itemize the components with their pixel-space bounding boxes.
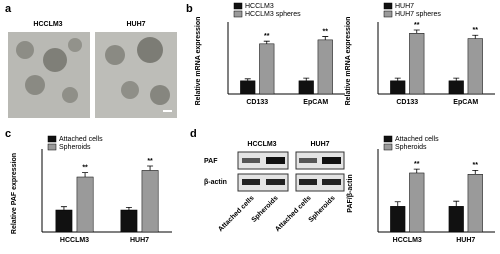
blot-group: HCCLM3 [247,141,276,148]
legend-swatch [233,10,243,18]
error-bar [413,29,420,34]
legend-swatch [233,2,243,10]
western-blot [237,151,345,192]
significance: ** [473,162,479,169]
bar [467,38,483,95]
legend-label: Attached cells [59,136,103,143]
error-bar [413,168,420,173]
x-tick-label: HCCLM3 [393,237,422,244]
x-tick-label: EpCAM [453,99,478,106]
significance: ** [414,22,420,29]
micrograph [95,32,177,118]
y-axis-label: Relative PAF expression [11,153,18,234]
error-bar [303,77,310,81]
error-bar [472,170,479,175]
lane-label: Attached cells [274,195,313,234]
error-bar [263,40,270,44]
legend-label: HCCLM3 [245,3,274,10]
blot-row: PAF [204,158,218,165]
error-bar [394,77,401,81]
significance: ** [147,158,153,165]
x-tick-label: HUH7 [456,237,475,244]
significance: ** [473,27,479,34]
legend-label: Spheroids [395,144,427,151]
panel-label: c [5,128,11,140]
error-bar [453,77,460,81]
bar [448,80,464,95]
y-axis-label: PAF/β-actin [347,174,354,212]
significance: ** [414,161,420,168]
bar [317,39,333,95]
y-axis-label: Relative mRNA expression [345,17,352,106]
bar [259,43,275,95]
error-bar [125,206,132,210]
bar [448,206,464,233]
legend-swatch [47,143,57,151]
error-bar [472,34,479,39]
bar [120,209,138,233]
x-tick-label: HCCLM3 [60,237,89,244]
bar [141,170,159,233]
blot-row: β-actin [204,179,227,186]
lane-label: Attached cells [217,195,256,234]
image-label: HUH7 [126,21,145,28]
panel-label: d [190,128,197,140]
legend-swatch [383,135,393,143]
x-tick-label: HUH7 [130,237,149,244]
significance: ** [264,33,270,40]
significance: ** [323,28,329,35]
micrograph [8,32,90,118]
blot-group: HUH7 [310,141,329,148]
x-tick-label: EpCAM [303,99,328,106]
bar [76,176,94,233]
panel-label: a [5,3,12,15]
image-label: HCCLM3 [33,21,62,28]
error-bar [82,172,89,177]
legend-swatch [383,2,393,10]
bar [390,80,406,95]
legend-label: HUH7 [395,3,414,10]
error-bar [60,206,67,210]
bar [467,174,483,233]
legend-label: Attached cells [395,136,439,143]
panel-label: b [186,3,193,15]
bar [409,172,425,233]
error-bar [147,165,154,171]
legend-label: HUH7 spheres [395,11,441,18]
error-bar [394,201,401,207]
bar [409,33,425,95]
y-axis-label: Relative mRNA expression [195,17,202,106]
legend-swatch [383,143,393,151]
error-bar [453,200,460,207]
bar [55,209,73,233]
legend-label: Spheroids [59,144,91,151]
significance: ** [82,164,88,171]
legend-label: HCCLM3 spheres [245,11,301,18]
bar [298,80,314,95]
bar [390,206,406,233]
bar [240,80,256,95]
legend-swatch [47,135,57,143]
error-bar [322,36,329,40]
x-tick-label: CD133 [396,99,418,106]
error-bar [244,78,251,81]
x-tick-label: CD133 [246,99,268,106]
legend-swatch [383,10,393,18]
